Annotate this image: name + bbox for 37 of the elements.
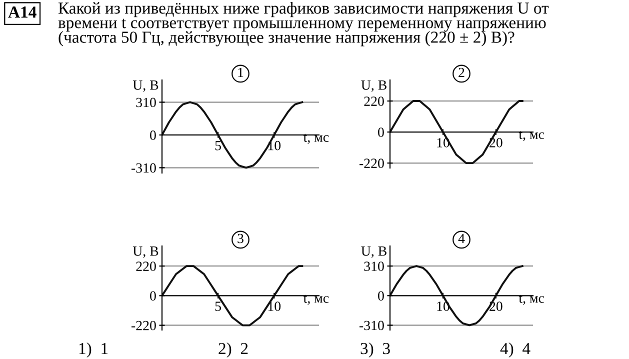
chart-title: 3 — [238, 234, 244, 244]
y-tick-label: 310 — [136, 98, 156, 108]
chart-title: 2 — [458, 68, 464, 78]
x-tick-label: 5 — [215, 141, 221, 150]
y-tick-label: 0 — [378, 128, 384, 137]
text: 4) 4 — [500, 342, 530, 358]
chart-title: 4 — [458, 234, 465, 244]
text: 2) 2 — [218, 342, 248, 358]
y-tick-label: 0 — [150, 291, 156, 301]
y-tick-label: -220 — [360, 158, 384, 168]
y-tick-label: 310 — [364, 262, 384, 271]
x-tick-label: 10 — [268, 302, 281, 312]
x-tick-label: 20 — [490, 302, 502, 311]
line-series — [390, 100, 524, 164]
y-tick-label: 220 — [136, 262, 156, 272]
chart-title: 1 — [238, 68, 244, 78]
line-series — [390, 265, 524, 326]
text: 1) 1 — [79, 342, 108, 358]
x-tick-label: 5 — [215, 302, 221, 312]
x-axis-title: t, мс — [518, 294, 544, 305]
x-axis-title: t, мс — [303, 294, 329, 305]
text: A14 — [8, 6, 36, 18]
y-tick-label: 0 — [150, 130, 156, 140]
y-axis-title: U, В — [361, 246, 386, 258]
y-axis-title: U, В — [132, 80, 158, 92]
y-tick-label: -220 — [132, 320, 156, 330]
y-tick-label: 220 — [364, 96, 384, 106]
line-series — [162, 265, 304, 326]
text: 3) 3 — [360, 342, 390, 358]
y-axis-title: U, В — [132, 246, 158, 258]
y-tick-label: -310 — [360, 320, 384, 330]
text: Какой из приведённых ниже графиков зависимости напряжения U от времени t соответствует промышленному переменному напряжению (частота 50 Гц, действующее значение напряжения (220 ± 2) В)? — [58, 2, 549, 46]
y-axis-title: U, В — [361, 80, 386, 92]
x-tick-label: 20 — [490, 138, 502, 148]
line-series — [162, 101, 304, 169]
y-tick-label: 0 — [378, 291, 384, 301]
y-tick-label: -310 — [132, 163, 156, 173]
